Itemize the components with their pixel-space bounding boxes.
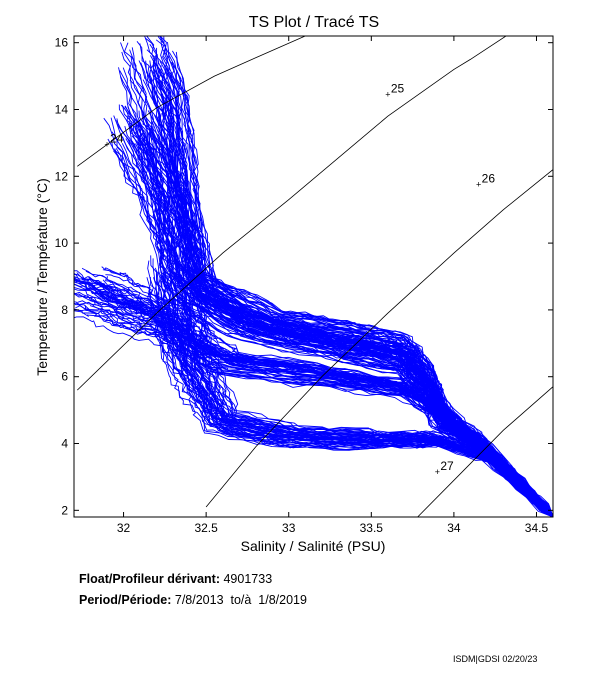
isopycnal-label: 24 [110,132,124,146]
y-tick-label: 2 [61,503,68,517]
profile-trace [164,278,553,517]
profile-trace [74,277,553,517]
y-tick-label: 6 [61,370,68,384]
period-info: Period/Période: 7/8/2013 to/à 1/8/2019 [79,593,307,607]
profile-trace [76,272,553,517]
profile-trace [102,279,553,517]
period-range: 7/8/2013 to/à 1/8/2019 [174,593,307,607]
y-tick-label: 8 [61,303,68,317]
isopycnal-marker: + [385,89,390,99]
isopycnal-line [77,36,507,391]
x-tick-label: 32 [117,521,131,535]
y-tick-label: 14 [55,102,69,116]
profile-trace [74,308,553,517]
profile-trace [160,260,553,517]
isopycnal-label: 25 [391,81,405,95]
profile-trace [74,281,553,517]
isopycnals-layer: +24+ 25+ 26+ 27 [77,36,553,517]
profile-trace [135,122,553,517]
y-tick-label: 4 [61,437,68,451]
profile-trace [149,296,553,517]
x-tick-label: 33.5 [360,521,384,535]
profile-trace [74,272,553,517]
profile-trace [110,139,553,517]
y-tick-label: 10 [55,236,69,250]
profile-trace [186,282,553,517]
profile-trace [149,43,553,517]
chart-title: TS Plot / Tracé TS [249,14,379,31]
x-axis-label: Salinity / Salinité (PSU) [241,538,386,554]
period-label: Period/Période: [79,593,172,607]
x-tick-label: 33 [282,521,296,535]
profile-trace [74,279,553,517]
isopycnal-line [77,36,306,167]
x-axis: 32 32.5 33 33.5 34 34.5 [117,36,549,535]
y-tick-label: 16 [55,36,69,50]
isopycnal-label: 26 [482,172,496,186]
profile-trace [129,49,553,517]
profile-trace [131,135,553,517]
profile-trace [101,266,553,517]
profile-trace [154,273,553,517]
profile-trace [138,60,553,517]
float-label: Float/Profileur dérivant: [79,572,220,586]
isopycnal-marker: + [476,180,481,190]
x-tick-label: 34 [447,521,461,535]
x-tick-label: 34.5 [525,521,549,535]
y-axis-label: Temperature / Température (°C) [34,178,50,376]
float-info: Float/Profileur dérivant: 4901733 [79,572,272,586]
y-tick-label: 12 [55,169,69,183]
isopycnal-label: 27 [440,459,454,473]
profile-trace [74,283,553,517]
profiles-layer [74,36,553,517]
profile-trace [102,269,553,517]
isopycnal-marker: + [104,140,109,150]
profile-trace [187,261,553,517]
isopycnal-marker: + [435,467,440,477]
credit-text: ISDM|GDSI 02/20/23 [453,654,538,664]
profile-trace [179,276,553,517]
isopycnal-line [417,386,553,517]
float-id: 4901733 [223,572,273,586]
x-tick-label: 32.5 [194,521,218,535]
profile-trace [74,280,553,517]
isopycnal-line [205,169,553,508]
plot-frame [73,35,554,518]
profile-trace [121,104,553,517]
profile-trace [152,126,553,517]
